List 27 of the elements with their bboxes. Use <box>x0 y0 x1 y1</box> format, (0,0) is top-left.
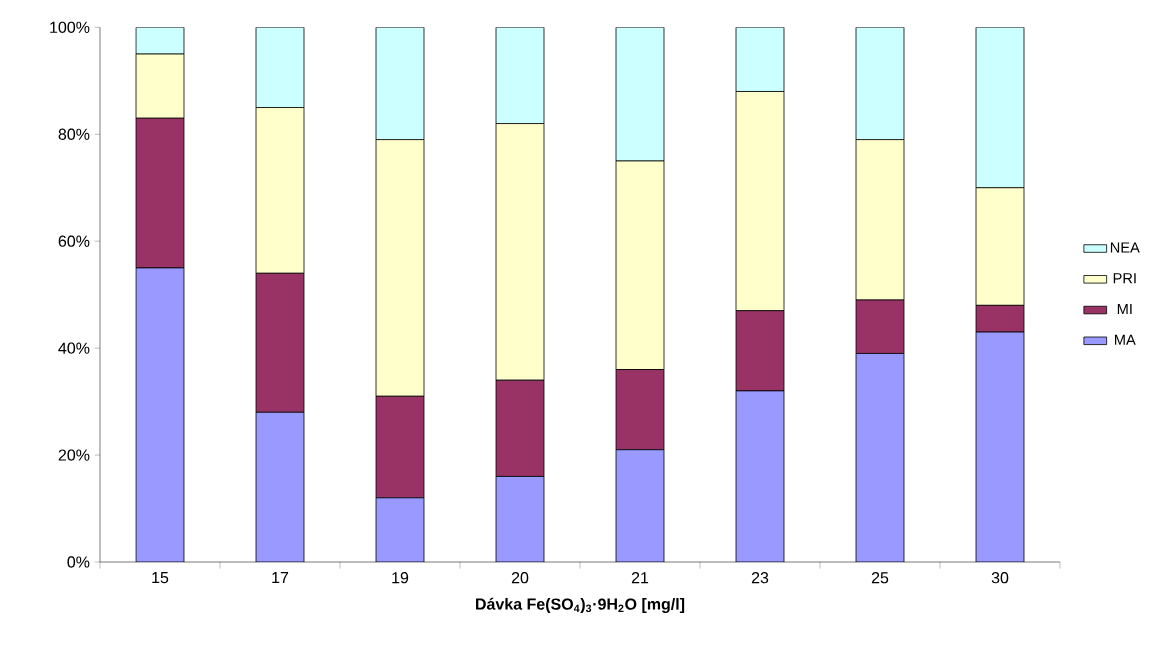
y-tick-label: 100% <box>50 21 90 33</box>
y-tick-label: 0% <box>67 556 90 568</box>
x-tick-label: 21 <box>631 572 649 584</box>
bar <box>615 449 665 562</box>
y-tick-label: 20% <box>58 449 90 461</box>
y-tick-label: 40% <box>58 342 90 354</box>
x-tick-label: 15 <box>152 572 169 584</box>
x-tick-label: 23 <box>751 572 769 584</box>
legend-label: NEA <box>1110 242 1140 253</box>
bar <box>975 331 1025 562</box>
bar <box>375 497 425 562</box>
y-tick-label: 80% <box>58 128 90 140</box>
legend-label: PRI <box>1113 273 1136 284</box>
bar <box>495 476 545 562</box>
bar <box>735 390 785 562</box>
bar <box>135 267 185 562</box>
y-tick-label: 60% <box>58 235 90 247</box>
x-tick-label: 17 <box>272 572 289 584</box>
x-axis-title: Dávka Fe(SO$_{4}$)$_{3}$·9H$_{2}$O [mg/l] <box>476 597 685 613</box>
bar <box>255 411 305 562</box>
legend-label: MI <box>1117 304 1132 315</box>
x-tick-label: 19 <box>392 572 409 584</box>
x-tick-label: 20 <box>511 572 529 584</box>
x-tick-label: 25 <box>871 572 889 584</box>
bar <box>855 353 905 562</box>
legend-label: MA <box>1115 334 1136 345</box>
x-tick-label: 30 <box>991 572 1009 584</box>
